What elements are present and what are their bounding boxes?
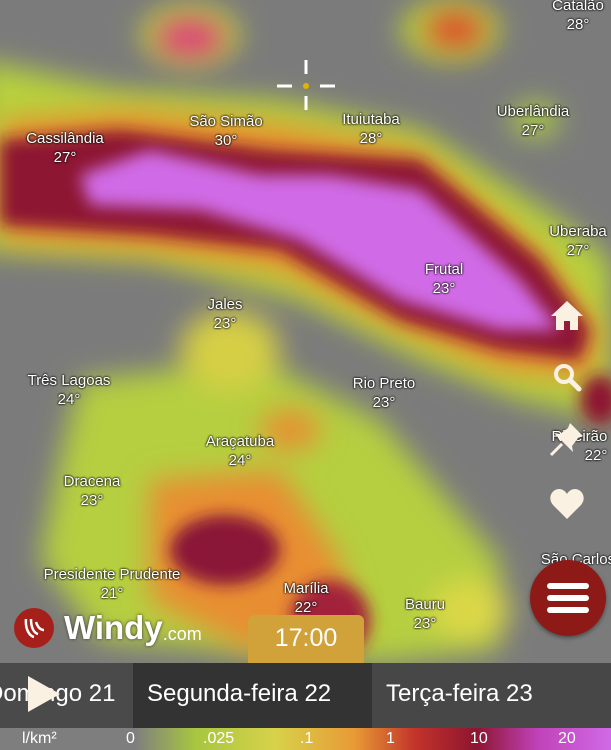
day-sunday[interactable]: Domingo 21	[0, 663, 133, 728]
legend-unit: l/km²	[22, 730, 57, 747]
search-button[interactable]	[548, 358, 586, 396]
heart-icon	[550, 489, 584, 519]
city-label: Araçatuba 24°	[205, 433, 275, 469]
time-indicator[interactable]: 17:00	[248, 615, 364, 673]
color-legend: l/km² 0 .025 .1 1 10 20	[0, 728, 611, 750]
day-tuesday[interactable]: Terça-feira 23	[372, 663, 611, 728]
pin-button[interactable]	[548, 420, 586, 458]
city-label: São Simão 30°	[189, 113, 263, 149]
windy-logo-icon	[14, 608, 54, 648]
city-label: Três Lagoas 24°	[27, 372, 111, 408]
city-label: Bauru 23°	[404, 596, 446, 632]
brand-suffix: .com	[162, 623, 202, 644]
crosshair-icon	[303, 83, 309, 89]
city-label: Presidente Prudente 21°	[43, 566, 181, 602]
home-icon	[551, 301, 583, 330]
brand-name: Windy	[64, 609, 163, 646]
search-icon	[554, 364, 582, 392]
lightning-density-map[interactable]	[0, 0, 611, 663]
timeline-bar[interactable]: Domingo 21 Segunda-feira 22 Terça-feira …	[0, 663, 611, 728]
favorites-button[interactable]	[548, 485, 586, 523]
legend-tick: 1	[386, 730, 395, 747]
home-button[interactable]	[548, 296, 586, 334]
city-label: Catalão 28°	[552, 0, 604, 33]
legend-tick: .025	[203, 730, 235, 747]
play-button[interactable]	[28, 676, 60, 712]
menu-icon	[547, 583, 589, 589]
pin-icon	[549, 423, 583, 457]
city-label: Uberaba 27°	[549, 223, 607, 259]
city-label: Ituiutaba 28°	[342, 111, 400, 147]
city-label: Jales 23°	[207, 296, 243, 332]
city-label: Uberlândia 27°	[496, 103, 570, 139]
city-label: Rio Preto 23°	[352, 375, 416, 411]
menu-button[interactable]	[530, 560, 606, 636]
city-label: Frutal 23°	[424, 261, 464, 297]
windy-logo[interactable]: Windy .com	[14, 608, 202, 648]
city-label: Dracena 23°	[63, 473, 121, 509]
city-label: Marília 22°	[283, 580, 329, 616]
legend-tick: .1	[300, 730, 314, 747]
legend-tick: 20	[558, 730, 576, 747]
legend-tick: 0	[126, 730, 135, 747]
day-monday[interactable]: Segunda-feira 22	[133, 663, 372, 728]
legend-tick: 10	[470, 730, 488, 747]
city-label: Cassilândia 27°	[26, 130, 104, 166]
